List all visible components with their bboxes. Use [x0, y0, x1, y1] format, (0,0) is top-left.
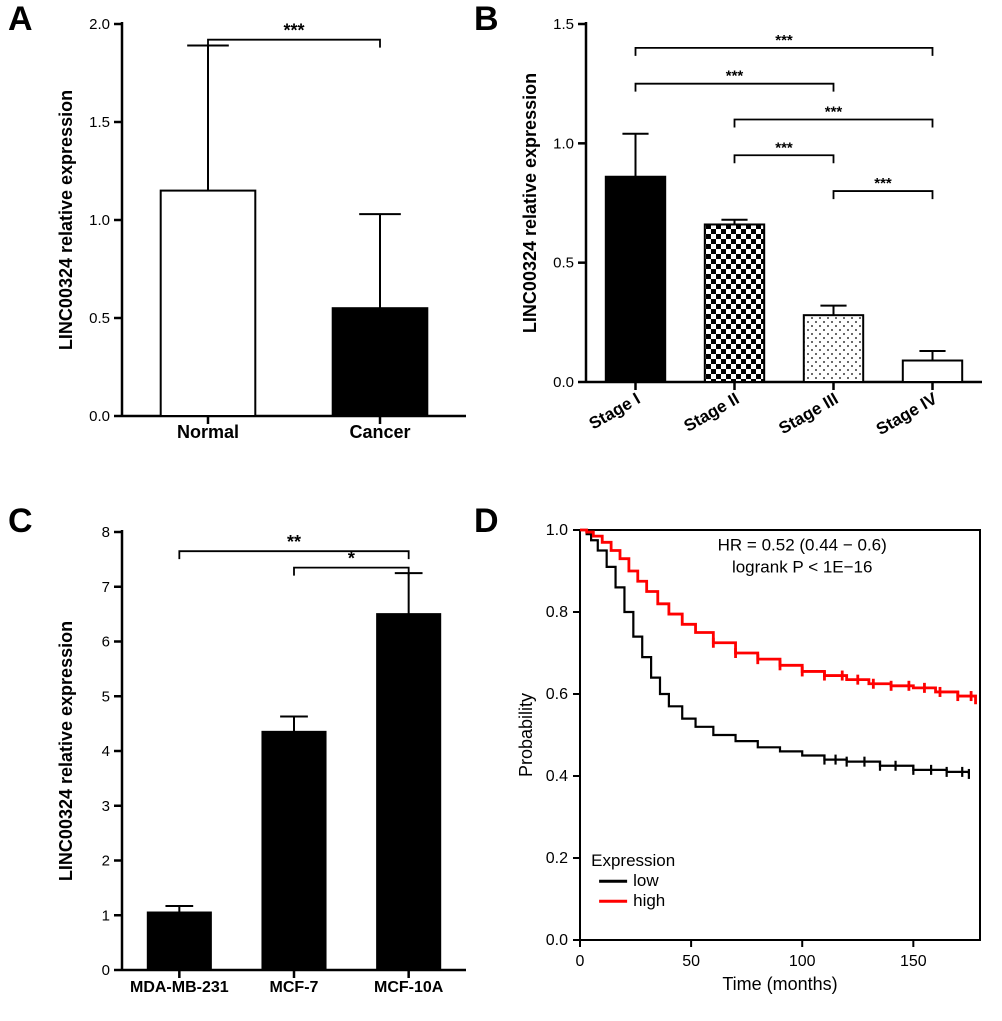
svg-text:1.0: 1.0 [546, 522, 568, 539]
svg-text:Expression: Expression [591, 851, 675, 870]
svg-text:high: high [633, 891, 665, 910]
svg-text:1: 1 [102, 907, 110, 924]
svg-text:1.0: 1.0 [89, 212, 110, 229]
svg-text:0.5: 0.5 [553, 255, 574, 272]
svg-text:2: 2 [102, 853, 110, 870]
svg-text:0.4: 0.4 [546, 768, 568, 785]
svg-text:low: low [633, 871, 659, 890]
svg-text:Normal: Normal [177, 422, 239, 442]
svg-text:150: 150 [900, 953, 927, 970]
svg-text:1.5: 1.5 [89, 114, 110, 131]
svg-text:MCF-7: MCF-7 [270, 979, 319, 996]
panel-c: 0 1 2 3 4 5 6 7 8 MDA-MB-231 MCF-7 MCF-10A LINC00324… [42, 512, 478, 1012]
svg-text:100: 100 [789, 953, 816, 970]
svg-text:3: 3 [102, 798, 110, 815]
svg-text:***: *** [874, 175, 892, 192]
svg-text:0.6: 0.6 [546, 686, 568, 703]
svg-text:1.5: 1.5 [553, 16, 574, 33]
svg-text:50: 50 [682, 953, 700, 970]
svg-text:Stage III: Stage III [776, 389, 842, 438]
svg-text:0.8: 0.8 [546, 604, 568, 621]
svg-text:8: 8 [102, 524, 110, 541]
svg-text:LINC00324 relative expression: LINC00324 relative expression [56, 90, 76, 350]
svg-text:1.0: 1.0 [553, 135, 574, 152]
svg-text:0.5: 0.5 [89, 310, 110, 327]
svg-text:LINC00324 relative expression: LINC00324 relative expression [520, 73, 540, 333]
svg-text:7: 7 [102, 579, 110, 596]
panel-label-a: A [8, 0, 33, 39]
svg-text:0.2: 0.2 [546, 850, 568, 867]
svg-text:MCF-10A: MCF-10A [374, 979, 444, 996]
svg-text:2.0: 2.0 [89, 16, 110, 33]
svg-text:*: * [348, 549, 355, 569]
svg-text:4: 4 [102, 743, 110, 760]
svg-text:0.0: 0.0 [553, 374, 574, 391]
svg-text:Probability: Probability [516, 693, 536, 777]
panel-a: 0.0 0.5 1.0 1.5 2.0 Normal Cancer LINC00324 rel… [42, 4, 478, 464]
svg-text:5: 5 [102, 688, 110, 705]
svg-text:LINC00324 relative expression: LINC00324 relative expression [56, 621, 76, 881]
svg-text:Stage II: Stage II [681, 389, 743, 436]
svg-text:Time (months): Time (months) [722, 974, 837, 994]
svg-text:logrank P < 1E−16: logrank P < 1E−16 [732, 557, 873, 576]
panel-d: 0 50 100 150 0.0 0.2 0.4 0.6 0.8 1.0 Time (months)… [506, 512, 996, 1012]
svg-text:0.0: 0.0 [546, 932, 568, 949]
panel-b: 0.0 0.5 1.0 1.5 Stage I Stage II Stage III Stag… [506, 4, 996, 464]
svg-text:***: *** [825, 103, 843, 120]
svg-text:0.0: 0.0 [89, 408, 110, 425]
panel-label-c: C [8, 502, 33, 541]
svg-text:***: *** [775, 32, 793, 49]
figure-root: A B C D 0.00.51.01.52.0NormalCancerLINC0… [0, 0, 1002, 1021]
svg-text:MDA-MB-231: MDA-MB-231 [130, 979, 229, 996]
svg-text:Stage IV: Stage IV [873, 389, 941, 439]
svg-text:***: *** [775, 139, 793, 156]
svg-text:Cancer: Cancer [349, 422, 410, 442]
svg-text:6: 6 [102, 634, 110, 651]
svg-text:0: 0 [576, 953, 585, 970]
svg-text:***: *** [726, 68, 744, 85]
svg-text:***: *** [283, 21, 304, 41]
svg-text:Stage I: Stage I [586, 389, 644, 433]
svg-text:HR = 0.52 (0.44 − 0.6): HR = 0.52 (0.44 − 0.6) [718, 535, 887, 554]
svg-text:**: ** [287, 532, 301, 552]
svg-text:0: 0 [102, 962, 110, 979]
